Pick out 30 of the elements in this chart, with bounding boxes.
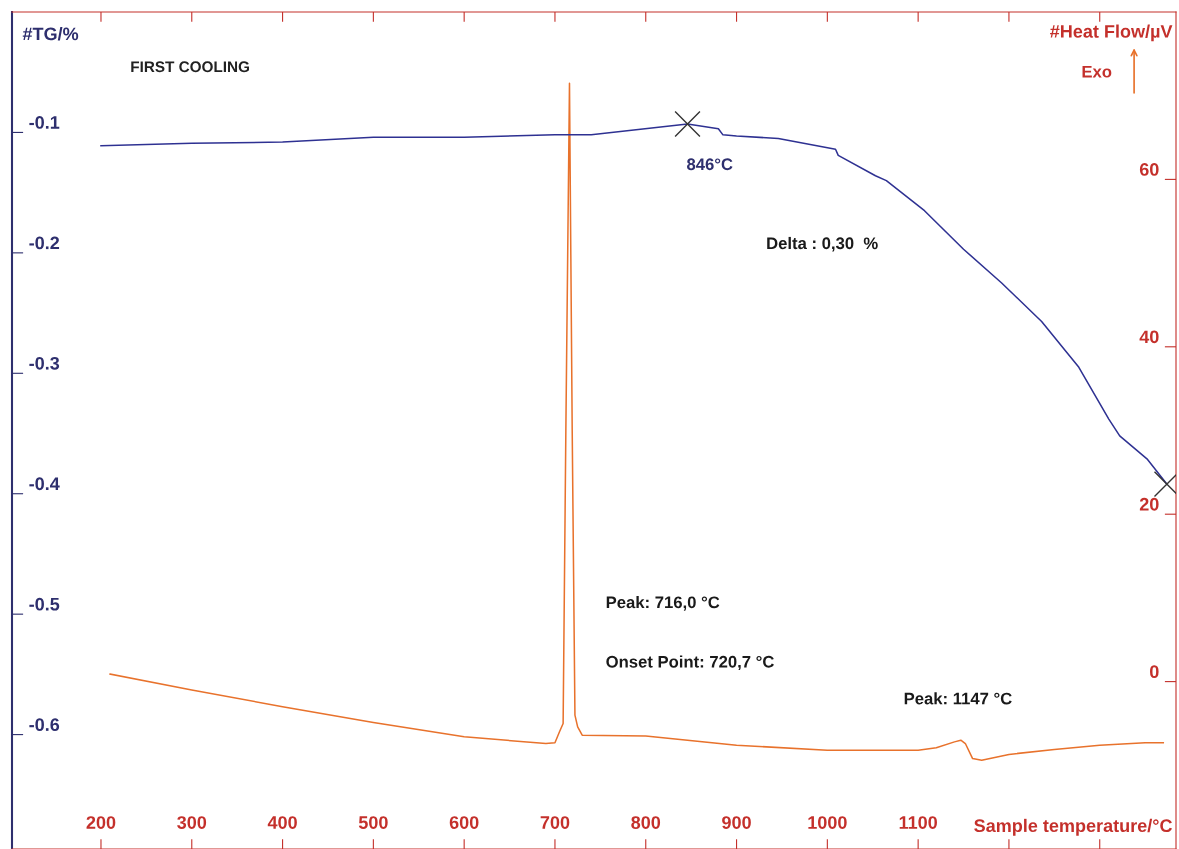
annotation: Peak: 1147 °C bbox=[904, 692, 1012, 705]
x-axis-title: Sample temperature/°C bbox=[974, 818, 1173, 836]
y2-tick-label: 60 bbox=[1139, 163, 1159, 176]
y2-axis-title: #Heat Flow/µV bbox=[1050, 24, 1173, 42]
x-tick-label: 200 bbox=[86, 816, 116, 829]
y2-tick-label: 40 bbox=[1139, 330, 1159, 344]
text: FIRST COOLING bbox=[131, 61, 249, 73]
annotation: Delta : 0,30 % bbox=[767, 236, 878, 252]
y-tick-label: -0.5 bbox=[29, 597, 60, 611]
annotation: Exo bbox=[1082, 65, 1112, 78]
annotation: 846°C bbox=[687, 158, 733, 171]
x-tick-label: 700 bbox=[540, 816, 570, 829]
x-tick-label: 1000 bbox=[808, 816, 847, 829]
annotation: Onset Point: 720,7 °C bbox=[606, 655, 774, 671]
x-tick-label: 500 bbox=[358, 816, 388, 829]
y2-tick-label: 0 bbox=[1150, 665, 1159, 679]
x-tick-label: 600 bbox=[449, 816, 479, 829]
y-axis-title: #TG/% bbox=[22, 27, 79, 41]
y-tick-label: -0.4 bbox=[29, 477, 60, 491]
x-tick-label: 400 bbox=[267, 816, 297, 829]
x-tick-label: 1100 bbox=[899, 816, 937, 829]
annotation: Peak: 716,0 °C bbox=[606, 595, 720, 611]
y-tick-label: -0.3 bbox=[29, 356, 60, 370]
y-tick-label: -0.1 bbox=[29, 116, 60, 129]
x-tick-label: 900 bbox=[722, 816, 751, 829]
x-tick-label: 300 bbox=[177, 816, 207, 829]
y-tick-label: -0.6 bbox=[29, 718, 60, 732]
y2-tick-label: 20 bbox=[1139, 497, 1159, 511]
y-tick-label: -0.2 bbox=[29, 236, 60, 250]
x-tick-label: 800 bbox=[631, 816, 661, 829]
